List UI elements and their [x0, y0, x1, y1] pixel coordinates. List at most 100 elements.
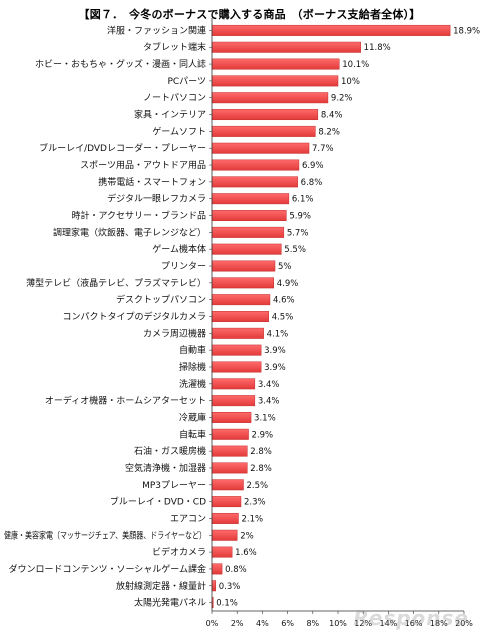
- category-label-28: ブルーレイ・DVD・CD: [110, 496, 206, 508]
- x-tick-label-7: 14%: [380, 619, 398, 628]
- bar-20: [211, 361, 262, 373]
- category-label-3: PCパーツ: [167, 76, 206, 87]
- value-label-13: 5.5%: [284, 245, 306, 255]
- bar-23: [211, 412, 252, 423]
- value-label-32: 0.8%: [225, 565, 247, 575]
- x-tick-label-8: 16%: [405, 619, 423, 628]
- x-tick-label-6: 12%: [354, 619, 372, 628]
- bar-30: [211, 529, 238, 541]
- bar-12: [211, 226, 285, 238]
- value-label-28: 2.3%: [244, 498, 266, 508]
- value-label-10: 6.1%: [292, 195, 314, 205]
- value-label-24: 2.9%: [252, 430, 274, 440]
- bar-11: [211, 210, 287, 221]
- value-label-0: 18.9%: [453, 26, 480, 36]
- category-label-34: 太陽光発電パネル: [134, 597, 206, 609]
- value-label-29: 2.1%: [241, 514, 263, 524]
- bar-19: [211, 344, 262, 356]
- category-label-2: ホビー・おもちゃ・グッズ・漫画・同人誌: [35, 58, 206, 70]
- bar-8: [211, 159, 300, 171]
- watermark-logo: Response: [353, 606, 469, 630]
- value-label-26: 2.8%: [250, 464, 272, 474]
- category-label-6: ゲームソフト: [152, 125, 206, 137]
- bar-15: [211, 277, 274, 289]
- category-label-26: 空気清浄機・加湿器: [125, 462, 206, 474]
- bar-28: [211, 496, 242, 508]
- bar-24: [211, 428, 249, 440]
- bar-6: [211, 125, 316, 137]
- x-tick-label-0: 0%: [206, 619, 219, 628]
- value-label-14: 5%: [278, 262, 292, 272]
- value-label-16: 4.6%: [273, 296, 295, 306]
- bar-0: [211, 24, 451, 36]
- category-label-0: 洋服・ファッション関連: [107, 24, 206, 36]
- bar-27: [211, 479, 244, 491]
- bar-22: [211, 395, 256, 407]
- bar-9: [211, 176, 298, 188]
- bar-33: [211, 580, 217, 592]
- value-label-27: 2.5%: [247, 481, 269, 491]
- bar-3: [211, 75, 339, 87]
- value-label-15: 4.9%: [277, 279, 299, 289]
- value-label-8: 6.9%: [302, 161, 324, 171]
- value-label-31: 1.6%: [235, 548, 257, 558]
- category-label-30: 健康・美容家電（マッサージチェア、美顔器、ドライヤーなど）: [4, 529, 206, 541]
- chart-title: 【図７． 今冬のボーナスで購入する商品 （ボーナス支給者全体）】: [78, 8, 421, 21]
- x-tick-label-9: 18%: [430, 619, 448, 628]
- value-label-25: 2.8%: [250, 447, 272, 457]
- bar-16: [211, 294, 271, 306]
- category-label-22: オーディオ機器・ホームシアターセット: [45, 395, 206, 407]
- bar-29: [211, 512, 239, 524]
- bar-32: [211, 563, 223, 575]
- category-label-29: エアコン: [170, 514, 206, 524]
- value-label-22: 3.4%: [258, 397, 280, 407]
- value-label-1: 11.8%: [364, 43, 391, 53]
- category-label-25: 石油・ガス暖房機: [134, 445, 206, 457]
- value-label-2: 10.1%: [342, 60, 369, 70]
- value-label-17: 4.5%: [272, 313, 294, 323]
- value-label-4: 9.2%: [331, 94, 353, 104]
- bar-5: [211, 109, 319, 121]
- bar-21: [211, 378, 256, 390]
- x-tick-label-1: 2%: [231, 619, 244, 628]
- bar-1: [211, 41, 361, 53]
- bar-13: [211, 243, 282, 255]
- bar-25: [211, 445, 248, 457]
- value-label-21: 3.4%: [258, 380, 280, 390]
- x-tick-label-3: 6%: [281, 619, 294, 628]
- value-label-34: 0.1%: [216, 599, 238, 609]
- bar-31: [211, 546, 233, 558]
- bar-4: [211, 92, 329, 104]
- category-label-24: 自転車: [179, 428, 206, 440]
- category-label-15: 薄型テレビ（液晶テレビ、プラズマテレビ）: [26, 277, 206, 289]
- value-label-23: 3.1%: [254, 413, 276, 423]
- value-label-9: 6.8%: [301, 178, 323, 188]
- category-label-19: 自動車: [179, 344, 206, 356]
- category-label-27: MP3プレーヤー: [142, 480, 206, 491]
- category-label-17: コンパクトタイプのデジタルカメラ: [62, 311, 206, 323]
- category-label-13: ゲーム機本体: [152, 243, 206, 255]
- category-label-8: スポーツ用品・アウトドア用品: [80, 160, 206, 171]
- x-tick-label-5: 10%: [329, 619, 347, 628]
- category-label-18: カメラ周辺機器: [143, 327, 206, 339]
- category-label-14: プリンター: [161, 261, 206, 272]
- value-label-30: 2%: [240, 531, 254, 541]
- x-tick-label-10: 20%: [455, 619, 473, 628]
- value-label-12: 5.7%: [287, 228, 309, 238]
- category-label-5: 家具・インテリア: [134, 109, 206, 121]
- value-label-18: 4.1%: [267, 329, 289, 339]
- category-label-10: デジタル一眼レフカメラ: [107, 193, 206, 205]
- bar-18: [211, 327, 264, 339]
- category-label-32: ダウンロードコンテンツ・ソーシャルゲーム課金: [8, 563, 206, 575]
- value-label-5: 8.4%: [321, 111, 343, 121]
- category-label-21: 洗濯機: [179, 378, 206, 390]
- axis-layer: 洋服・ファッション関連 18.9% タブレット端末 11.8% ホビー・おもちゃ・グッズ…: [4, 18, 480, 628]
- bar-14: [211, 260, 276, 272]
- category-label-12: 調理家電（炊飯器、電子レンジなど）: [53, 226, 206, 238]
- x-tick-label-2: 4%: [256, 619, 269, 628]
- value-label-33: 0.3%: [219, 582, 241, 592]
- bar-10: [211, 193, 290, 205]
- category-label-33: 放射線測定器・線量計: [116, 580, 206, 592]
- x-tick-label-4: 8%: [306, 619, 319, 628]
